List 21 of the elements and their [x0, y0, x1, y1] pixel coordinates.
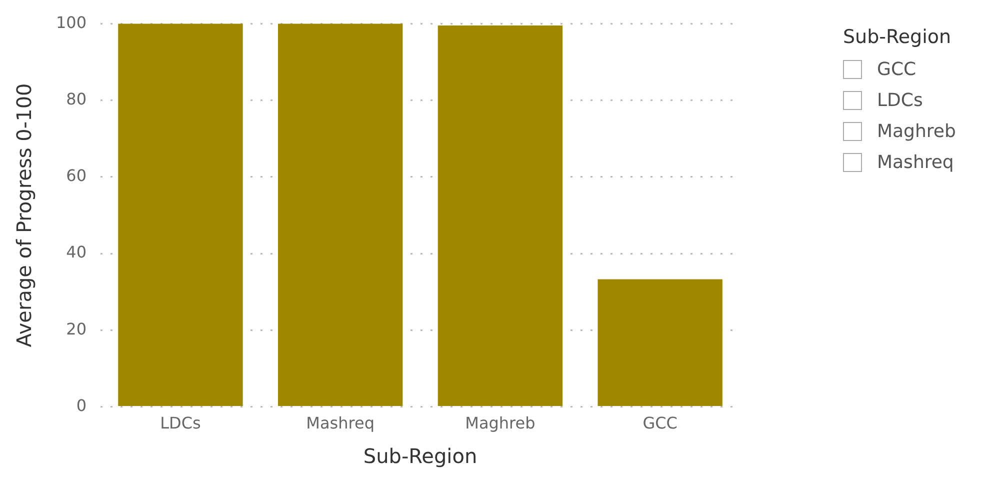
y-tick-label: 100 — [56, 12, 87, 32]
text: LDCs — [877, 90, 923, 111]
y-axis-title: Average of Progress 0-100 — [12, 83, 36, 348]
x-tick-label: LDCs — [160, 414, 201, 433]
bar — [598, 279, 722, 406]
text: Mashreq — [877, 152, 954, 173]
x-axis-title: Sub-Region — [363, 444, 478, 468]
x-tick-label: Mashreq — [306, 414, 374, 433]
y-tick-label: 80 — [66, 89, 87, 108]
legend-title: Sub-Region — [843, 26, 952, 48]
x-tick-label: Maghreb — [465, 414, 536, 433]
bar — [438, 26, 563, 406]
text: Maghreb — [877, 121, 956, 142]
y-tick-label: 60 — [66, 166, 87, 186]
y-tick-label: 40 — [66, 242, 87, 262]
bar — [118, 24, 243, 406]
bar — [278, 24, 403, 406]
x-tick-label: GCC — [642, 414, 678, 433]
y-tick-label: 0 — [76, 396, 87, 415]
text: GCC — [877, 59, 916, 80]
y-tick-label: 20 — [66, 319, 87, 338]
